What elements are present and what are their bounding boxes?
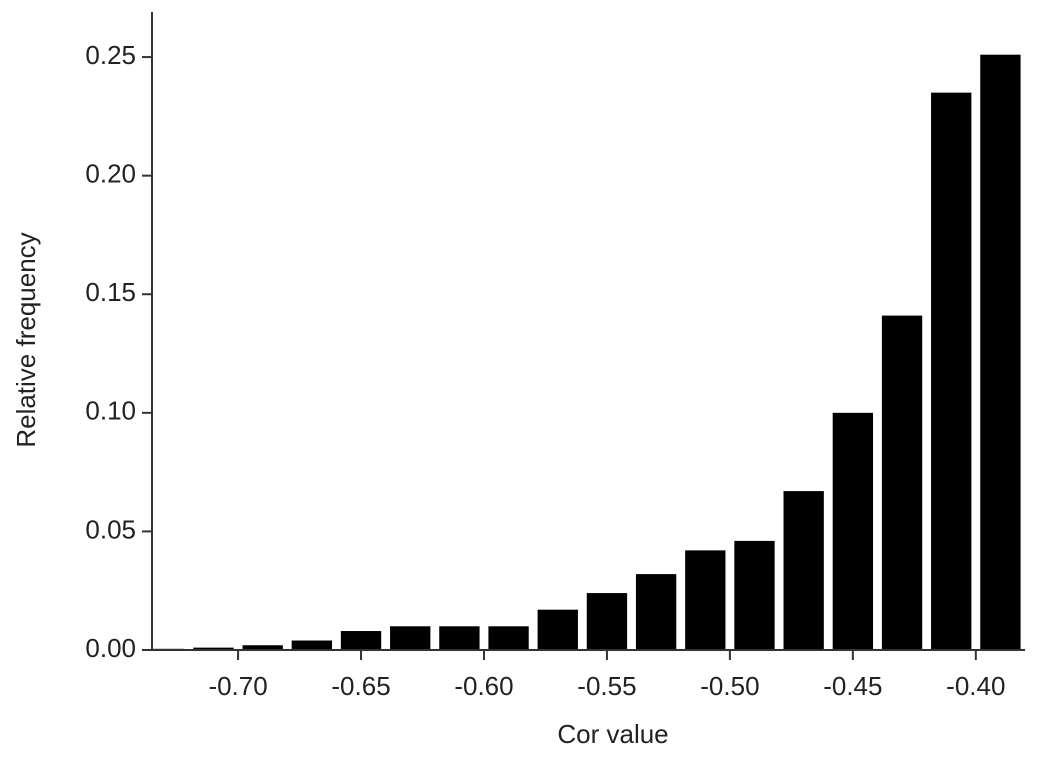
y-tick-label: 0.25: [85, 40, 136, 70]
x-tick-label: -0.65: [331, 671, 390, 701]
bar: [635, 574, 677, 650]
bar: [685, 550, 726, 650]
bar: [881, 315, 923, 650]
bar: [291, 640, 333, 650]
bar: [980, 54, 1021, 650]
x-tick-label: -0.50: [700, 671, 759, 701]
bar: [439, 626, 480, 650]
bar: [340, 631, 382, 650]
bar: [193, 647, 234, 650]
y-tick-label: 0.10: [85, 396, 136, 426]
x-tick-label: -0.45: [823, 671, 882, 701]
x-tick-label: -0.40: [946, 671, 1005, 701]
y-tick-label: 0.20: [85, 159, 136, 189]
y-tick-label: 0.05: [85, 514, 136, 544]
y-axis-label: Relative frequency: [11, 232, 41, 447]
bar: [537, 609, 578, 650]
y-tick-label: 0.00: [85, 633, 136, 663]
x-tick-label: -0.55: [577, 671, 636, 701]
bar: [586, 593, 628, 650]
bar: [488, 626, 529, 650]
x-tick-label: -0.70: [208, 671, 267, 701]
y-tick-label: 0.15: [85, 277, 136, 307]
bar: [734, 540, 775, 650]
bar: [931, 92, 972, 650]
bar: [832, 412, 874, 650]
x-tick-label: -0.60: [454, 671, 513, 701]
bar: [390, 626, 431, 650]
x-axis-label: Cor value: [557, 719, 668, 749]
bar: [783, 491, 824, 650]
bar: [242, 645, 283, 650]
bars: [152, 54, 1021, 650]
